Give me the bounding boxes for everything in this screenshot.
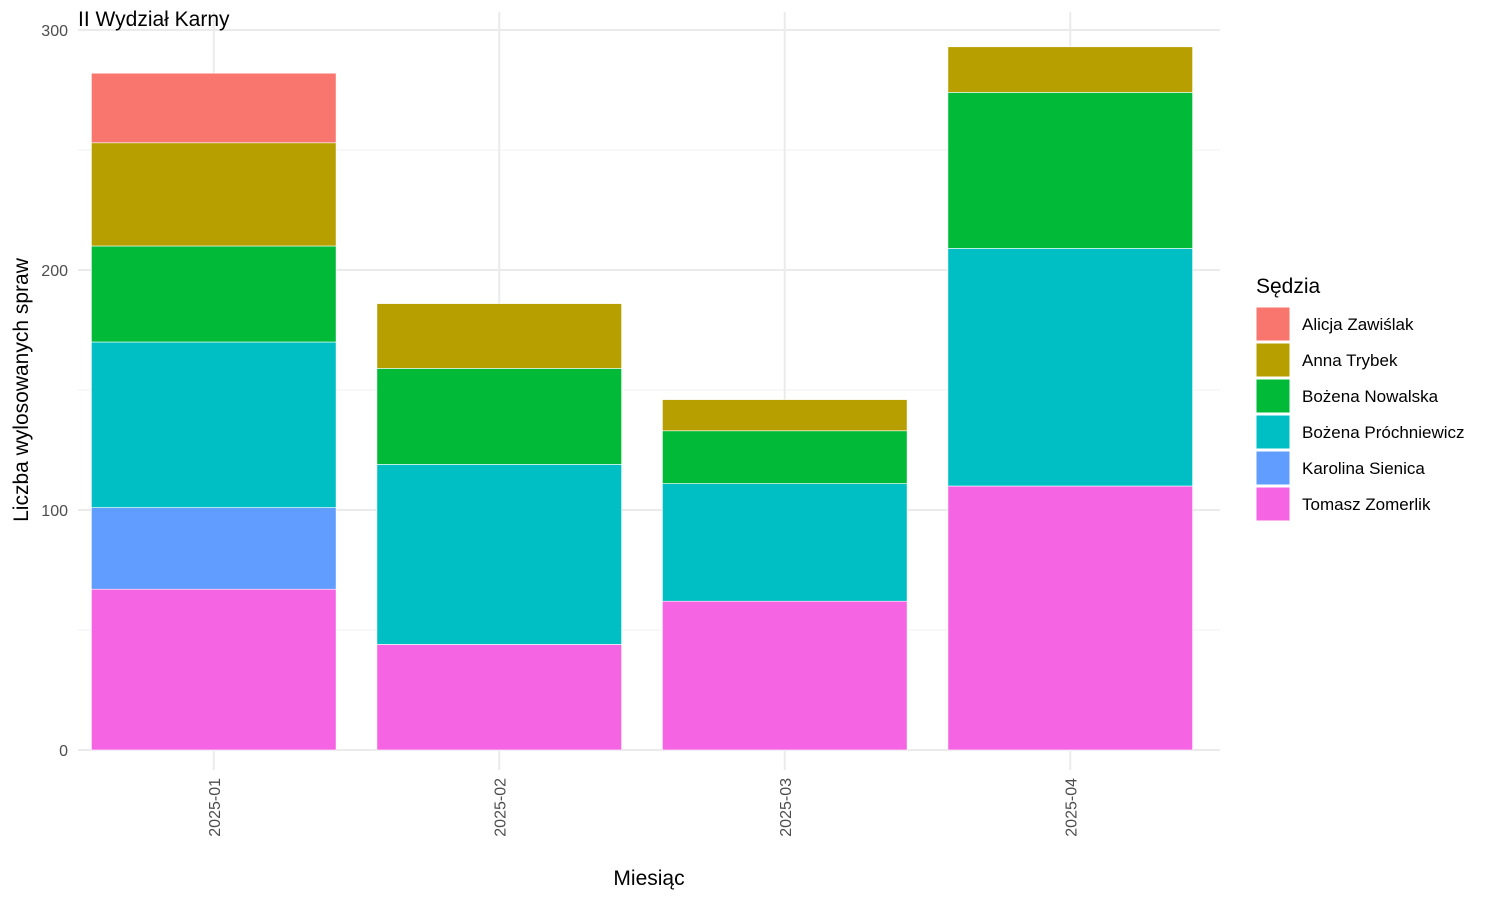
- bar-segment: [662, 600, 908, 751]
- bar-segment: [662, 430, 908, 484]
- bar-segment: [376, 464, 622, 645]
- x-axis: 2025-01 2025-02 2025-03 2025-04: [207, 778, 1081, 837]
- legend-label: Anna Trybek: [1302, 351, 1398, 370]
- x-tick-label: 2025-01: [207, 778, 224, 837]
- x-tick-label: 2025-03: [778, 778, 795, 837]
- legend-key: [1255, 486, 1291, 522]
- bar-segment: [91, 588, 337, 751]
- y-axis: 0 100 200 300: [41, 23, 68, 760]
- bar-segment: [91, 341, 337, 508]
- y-tick-label: 100: [41, 503, 68, 520]
- bar-segment: [947, 485, 1193, 751]
- legend-key: [1255, 342, 1291, 378]
- bar-segment: [376, 303, 622, 369]
- legend-title: Sędzia: [1256, 275, 1321, 298]
- legend-label: Bożena Nowalska: [1302, 387, 1439, 406]
- legend-key: [1255, 378, 1291, 414]
- legend-label: Tomasz Zomerlik: [1302, 495, 1431, 514]
- y-tick-label: 300: [41, 23, 68, 40]
- legend-label: Bożena Próchniewicz: [1302, 423, 1465, 442]
- bar-segment: [947, 46, 1193, 93]
- bar-segment: [947, 248, 1193, 487]
- bar-segment: [376, 644, 622, 751]
- bar-segment: [662, 399, 908, 432]
- legend-key: [1255, 414, 1291, 450]
- x-tick-label: 2025-02: [492, 778, 509, 837]
- legend-key: [1255, 450, 1291, 486]
- bar-segment: [91, 245, 337, 343]
- legend: Sędzia Alicja Zawiślak Anna Trybek Bożena …: [1255, 275, 1465, 522]
- chart-title: II Wydział Karny: [78, 8, 230, 31]
- bar-segment: [91, 507, 337, 590]
- bar-segment: [947, 92, 1193, 249]
- y-tick-label: 200: [41, 263, 68, 280]
- legend-label: Alicja Zawiślak: [1302, 315, 1414, 334]
- bars: [91, 46, 1193, 751]
- bar-segment: [91, 72, 337, 144]
- legend-label: Karolina Sienica: [1302, 459, 1425, 478]
- bar-segment: [91, 142, 337, 247]
- y-tick-label: 0: [59, 743, 68, 760]
- y-axis-title: Liczba wylosowanych spraw: [10, 257, 33, 522]
- x-axis-title: Miesiąc: [613, 867, 684, 890]
- bar-segment: [662, 483, 908, 602]
- legend-key: [1255, 306, 1291, 342]
- bar-segment: [376, 368, 622, 465]
- x-tick-label: 2025-04: [1063, 778, 1080, 837]
